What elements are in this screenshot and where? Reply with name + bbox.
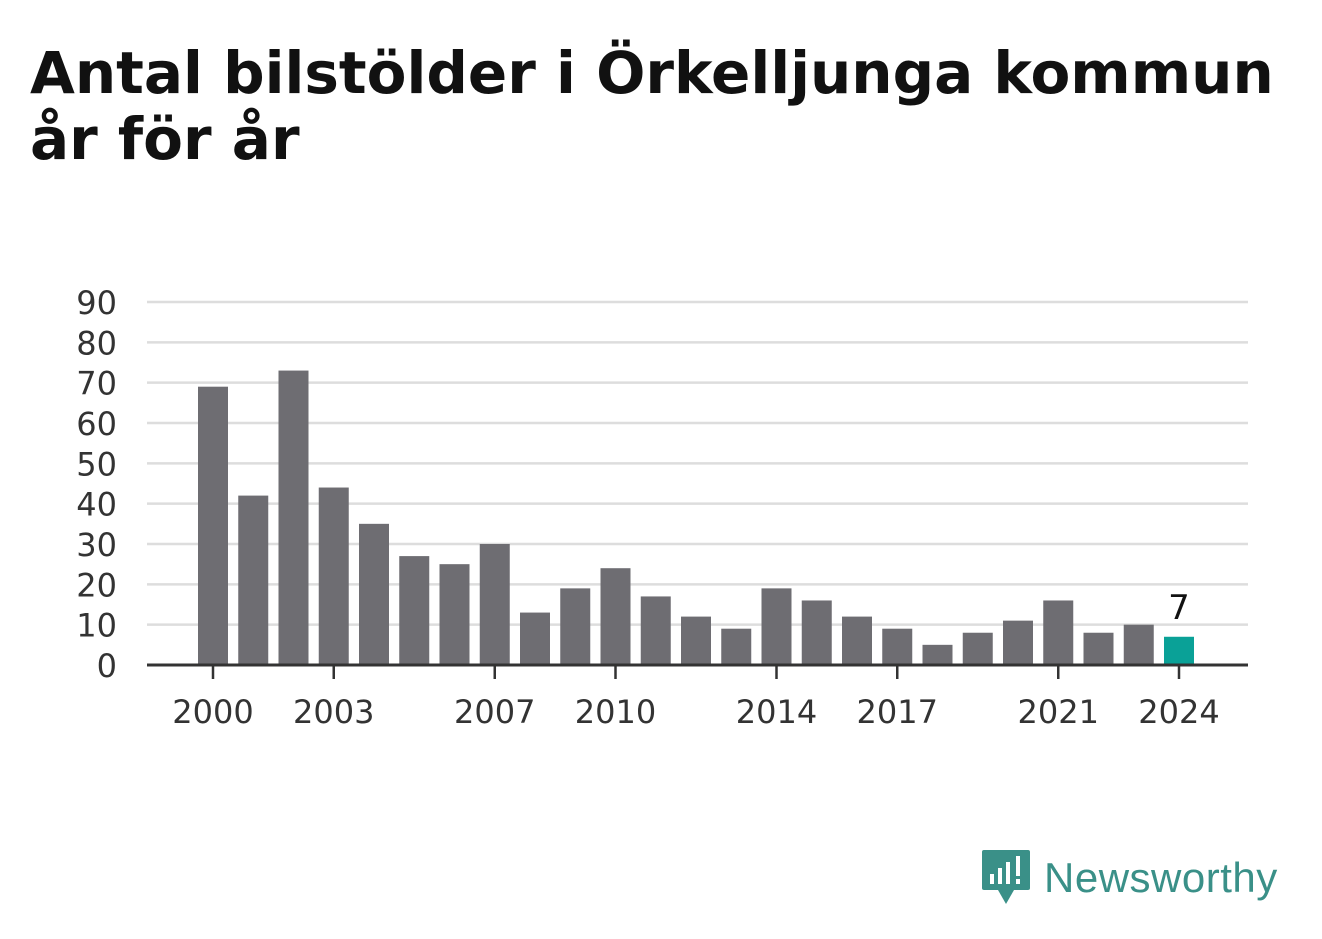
y-tick-label: 80: [76, 324, 117, 362]
newsworthy-logo-icon: [982, 850, 1030, 904]
bar-2017: [882, 628, 913, 665]
bar-2015: [801, 600, 832, 665]
y-tick-label: 30: [76, 526, 117, 564]
y-tick-label: 90: [76, 284, 117, 322]
bar-2004: [359, 523, 389, 665]
chart-title: Antal bilstölder i Örkelljunga kommun år…: [30, 39, 1274, 173]
x-axis: 2000 2003 2007 2010 2014 2017 2021 2024: [147, 663, 1248, 731]
bar-2008: [520, 612, 550, 665]
bar-2021: [1043, 600, 1074, 665]
bar-2024: [1164, 636, 1194, 665]
bar-2009: [560, 588, 591, 665]
x-tick-label: 2000: [172, 693, 253, 731]
x-tick-label: 2021: [1018, 693, 1099, 731]
bars: [198, 370, 1194, 665]
bar-2006: [439, 564, 470, 665]
bar-2014: [761, 588, 792, 665]
x-tick-label: 2010: [575, 693, 656, 731]
data-labels: 7: [1165, 585, 1193, 631]
x-tick-label: 2014: [736, 693, 817, 731]
data-label-2024: 7: [1168, 588, 1190, 628]
bar-2023: [1123, 624, 1154, 665]
bar-2013: [721, 628, 752, 665]
bar-2001: [238, 495, 269, 665]
y-tick-label: 70: [76, 365, 117, 403]
y-tick-label: 50: [76, 445, 117, 483]
bar-2020: [1003, 620, 1033, 665]
bar-2018: [922, 644, 953, 665]
y-tick-label: 60: [76, 405, 117, 443]
y-tick-label: 20: [76, 566, 117, 604]
newsworthy-brand: Newsworthy: [980, 846, 1278, 910]
x-tick-label: 2024: [1138, 693, 1219, 731]
bar-2012: [681, 616, 711, 665]
bar-2003: [318, 487, 349, 665]
brand-name: Newsworthy: [1044, 854, 1278, 901]
bar-2022: [1083, 632, 1114, 665]
bar-2016: [842, 616, 872, 665]
x-tick-label: 2017: [857, 693, 938, 731]
bar-2007: [479, 544, 510, 665]
bar-2010: [600, 568, 631, 665]
gridlines: [147, 300, 1248, 626]
bar-2019: [962, 632, 993, 665]
y-tick-label: 0: [97, 647, 117, 685]
x-tick-label: 2007: [454, 693, 535, 731]
x-tick-label: 2003: [293, 693, 374, 731]
bar-2002: [278, 370, 309, 665]
bar-2011: [640, 596, 671, 665]
bar-2005: [399, 556, 430, 665]
bar-2000: [198, 386, 228, 665]
y-tick-label: 40: [76, 486, 117, 524]
y-tick-label: 10: [76, 607, 117, 645]
